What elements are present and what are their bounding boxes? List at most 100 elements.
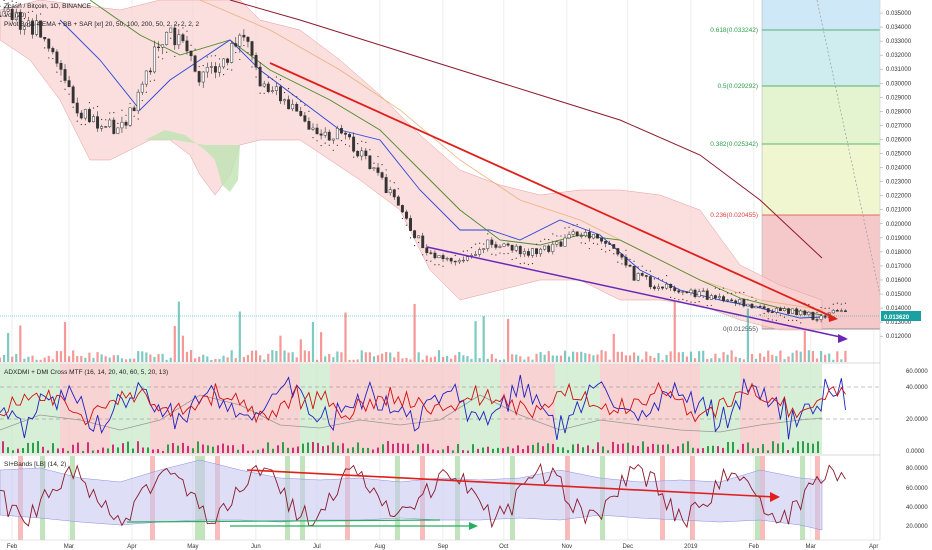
sar-dot: [190, 44, 192, 46]
candle-body: [567, 234, 571, 239]
sar-dot: [80, 123, 82, 126]
time-axis-label: Apr: [127, 544, 136, 550]
candle-body: [63, 69, 67, 81]
dmi-minus-line: [0, 381, 846, 426]
sar-dot: [381, 163, 383, 166]
trendlines[interactable]: [269, 62, 848, 343]
candle-body: [405, 211, 408, 219]
sar-dot: [751, 296, 753, 298]
sar-dot: [287, 87, 290, 90]
sar-dot: [96, 105, 99, 108]
time-axis[interactable]: Feb Mar Apr May Jun Jul Aug Sep Oct Nov Dec 2019 Feb…: [7, 544, 879, 550]
support-trendline[interactable]: [426, 246, 846, 339]
sar-dot: [231, 69, 233, 71]
candle-body: [640, 273, 644, 276]
adx-dmi-panel[interactable]: ADXDMI + DMI Cross MTF (16, 14, 20, 40, …: [0, 364, 928, 455]
adx-histogram-bar: [467, 450, 469, 453]
adx-histogram-bar: [477, 448, 479, 453]
sar-dot: [600, 248, 603, 250]
volume-bar: [250, 350, 254, 362]
resistance-trendline[interactable]: [269, 62, 836, 319]
adx-histogram-bar: [522, 449, 524, 453]
candle-body: [543, 245, 547, 250]
time-axis-label: May: [187, 544, 198, 550]
candle-body: [287, 99, 291, 110]
rsi-support-trendline-1[interactable]: [126, 519, 441, 523]
candle-body: [717, 296, 721, 299]
symbol-title: Zcash / Bitcoin, 1D, BINANCE: [4, 3, 92, 10]
volume-bar: [547, 351, 550, 362]
price-axis-label: 0.014000: [886, 306, 912, 312]
volume-bar: [234, 358, 237, 362]
volume-bar: [441, 356, 445, 362]
candle-body: [384, 177, 388, 194]
rsi-bands-panel[interactable]: SI+Bands [LB] (14, 2) 80.0000 60.0000 40.0…: [0, 456, 928, 540]
sar-dot: [710, 304, 712, 307]
adx-axis-label: 40.0000: [906, 385, 928, 391]
volume-bar: [563, 350, 567, 362]
sar-dot: [698, 301, 700, 303]
adx-histogram-bar: [97, 449, 99, 453]
time-axis-label: Dec: [622, 544, 633, 550]
volume-bar: [311, 321, 315, 362]
candle-body: [526, 251, 530, 256]
candle-body: [778, 308, 782, 311]
sar-dot: [694, 301, 696, 304]
fib-label-0618: 0.618(0.033242): [710, 27, 758, 34]
sar-dot: [426, 259, 428, 261]
candlesticks[interactable]: [0, 2, 847, 323]
volume-bar: [405, 357, 408, 362]
candle-body: [132, 107, 136, 112]
volume-bar: [490, 354, 493, 362]
volume-bar: [336, 351, 339, 362]
price-axis[interactable]: 0.035000 0.034000 0.033000 0.032000 0.031000…: [880, 11, 912, 340]
adx-histogram-bar: [427, 443, 429, 453]
sar-dot: [64, 88, 66, 90]
price-axis-label: 0.023000: [886, 180, 912, 186]
price-panel[interactable]: 0.618(0.033242) 0.5(0.029292) 0.382(0.02…: [0, 0, 929, 540]
candle-body: [27, 20, 30, 27]
price-axis-label: 0.025000: [886, 152, 912, 158]
adx-histogram-bar: [417, 444, 419, 453]
adx-histogram-bar: [287, 447, 289, 453]
candle-body: [612, 244, 616, 249]
volume-bar: [181, 335, 185, 362]
sar-dot: [735, 292, 737, 294]
sar-dot: [389, 180, 391, 182]
candle-body: [364, 150, 368, 157]
time-axis-label: Nov: [561, 544, 572, 550]
adx-histogram-bar: [602, 446, 604, 453]
adx-histogram-bar: [682, 443, 684, 453]
sar-dot: [755, 299, 757, 302]
candle-body: [441, 255, 445, 260]
volume-bar: [149, 354, 152, 362]
adx-histogram-bar: [127, 441, 129, 453]
volume-bar: [112, 355, 115, 362]
candle-body: [709, 295, 713, 300]
sar-dot: [271, 78, 273, 80]
volume-bar: [754, 358, 758, 362]
bollinger-band-fill: [0, 0, 823, 331]
sar-dot: [544, 238, 546, 240]
candle-body: [510, 244, 514, 251]
volume-bar: [498, 359, 502, 362]
sar-dot: [844, 302, 847, 304]
sar-dot: [739, 291, 741, 293]
volume-bar: [718, 358, 721, 362]
adx-histogram-bar: [622, 443, 624, 453]
candle-body: [734, 300, 738, 304]
time-axis-label: Mar: [806, 544, 816, 550]
candle-body: [39, 20, 43, 38]
sar-dot: [540, 240, 542, 242]
adx-histogram-bar: [642, 441, 644, 453]
volume-bar: [100, 354, 103, 362]
adx-histogram-bar: [777, 443, 779, 453]
adx-histogram-bar: [327, 445, 329, 453]
rsi-divergence-trendline[interactable]: [246, 469, 776, 498]
candle-body: [0, 15, 2, 17]
adx-histogram-bar: [667, 444, 669, 453]
adx-histogram-bar: [707, 446, 709, 453]
candle-body: [413, 230, 417, 239]
candle-body: [327, 131, 331, 141]
